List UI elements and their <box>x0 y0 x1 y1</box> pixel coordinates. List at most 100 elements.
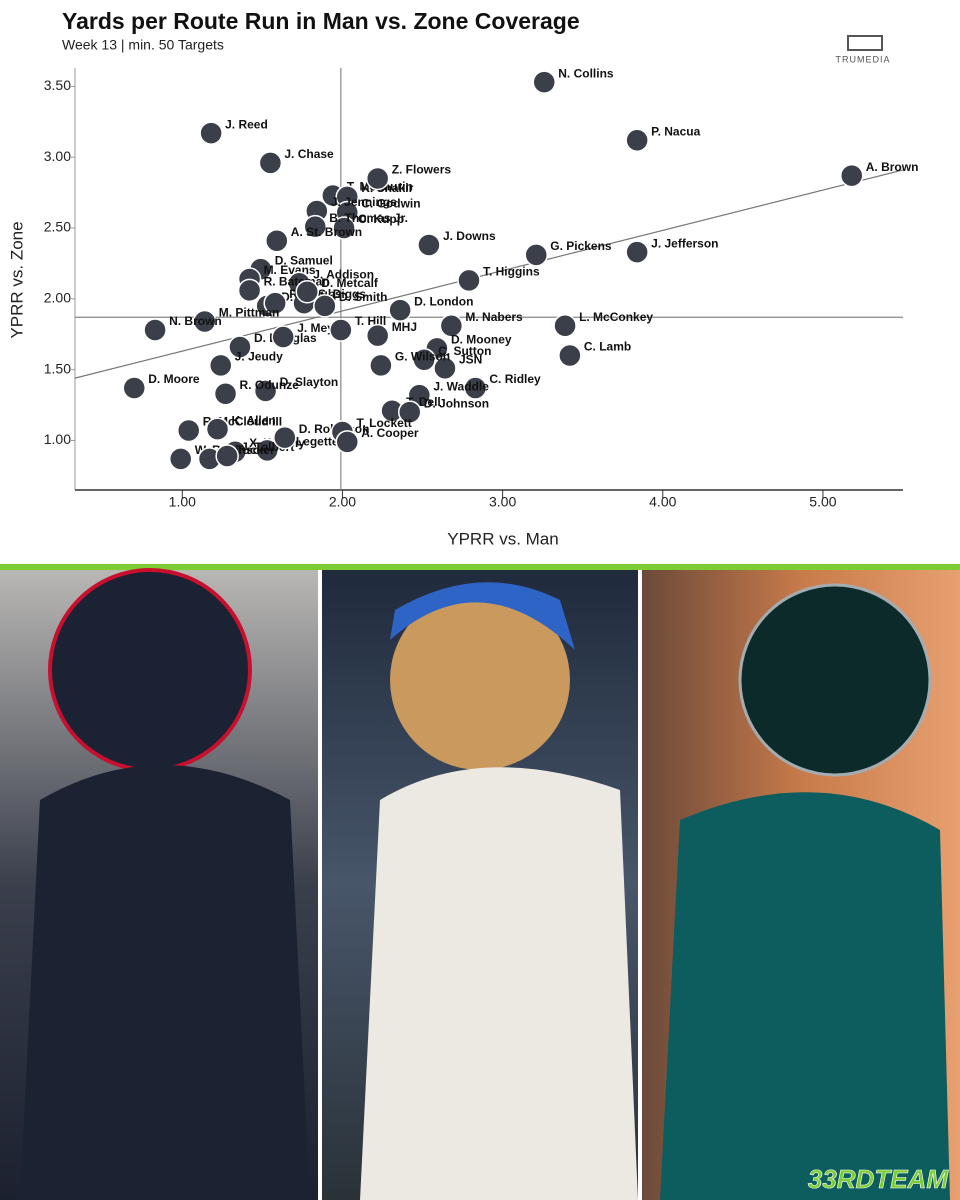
player-point <box>265 229 289 253</box>
player-label: J. Downs <box>443 229 496 243</box>
plot-area: 1.00 2.00 3.00 4.00 5.00 1.00 1.50 2.00 2.50 3.00… <box>44 66 919 509</box>
player-label: A. St. Brown <box>291 225 362 239</box>
player-label: J. Waddle <box>433 379 489 393</box>
player-label: K. Allen <box>232 413 276 427</box>
player-label: C. Godwin <box>361 197 420 211</box>
player-point <box>332 216 356 240</box>
player-label: A. Brown <box>866 160 919 174</box>
player-label: T. Higgins <box>483 265 540 279</box>
player-label: M. Pittman <box>219 306 280 320</box>
player-point <box>365 323 390 348</box>
player-point <box>524 243 548 267</box>
helmet <box>390 582 575 650</box>
x-tick-label: 1.00 <box>169 494 196 510</box>
player-point <box>258 151 283 175</box>
player-point <box>228 335 252 359</box>
player-label: D. Slayton <box>280 375 339 389</box>
jersey <box>660 792 950 1200</box>
player-label: D. Mooney <box>451 333 512 347</box>
helmet <box>48 568 252 772</box>
player-label: D. Metcalf <box>321 276 379 290</box>
player-point <box>273 425 297 450</box>
player-label: C. Kupp <box>358 212 404 226</box>
player-point <box>237 278 262 303</box>
jersey <box>360 767 638 1200</box>
player-point <box>553 313 577 338</box>
player-point <box>335 430 360 454</box>
player-point <box>313 294 337 318</box>
source-logo-mark <box>847 35 883 51</box>
player-label: G. Pickens <box>550 239 612 253</box>
source-logo: TRUMEDIA <box>836 54 891 64</box>
player-label: D. Moore <box>148 372 200 386</box>
player-point <box>303 214 327 239</box>
player-point <box>412 347 436 372</box>
player-label: J. Chase <box>284 147 334 161</box>
player-label: D. Johnson <box>424 396 489 410</box>
player-label: J. Addison <box>313 267 374 281</box>
player-label: J. Jennings <box>331 195 397 209</box>
y-tick-label: 1.50 <box>44 360 71 376</box>
player-label: R. Odunze <box>240 378 300 392</box>
x-tick-label: 5.00 <box>809 494 836 510</box>
photo-panels <box>0 568 960 1200</box>
player-label: C. Lamb <box>584 340 631 354</box>
separator <box>0 564 960 570</box>
x-tick-label: 3.00 <box>489 494 516 510</box>
jersey <box>20 765 310 1200</box>
face <box>390 590 570 770</box>
x-axis-label: YPRR vs. Man <box>447 529 558 548</box>
player-point <box>840 163 864 188</box>
player-point <box>365 166 390 191</box>
player-point <box>439 313 464 338</box>
player-point <box>457 268 481 293</box>
trend-line <box>74 169 904 379</box>
player-point <box>255 438 279 463</box>
player-label: A. Cooper <box>361 426 419 440</box>
player-point <box>329 318 353 342</box>
player-point <box>176 418 201 443</box>
player-point <box>199 121 223 145</box>
player-point <box>417 233 441 257</box>
jersey-number-art <box>150 914 180 1082</box>
player-point <box>625 240 649 264</box>
player-point <box>263 291 287 315</box>
player-label: J. Reed <box>225 117 268 131</box>
player-point <box>208 353 233 378</box>
publisher-logo: 33RDTEAM <box>808 1164 949 1194</box>
player-point <box>143 318 167 342</box>
player-point <box>625 128 649 152</box>
chart-subtitle: Week 13 | min. 50 Targets <box>62 37 224 53</box>
player-label: G. Wilson <box>395 350 450 364</box>
player-point <box>388 298 412 322</box>
player-label: N. Brown <box>169 314 222 328</box>
player-point <box>192 309 217 334</box>
player-point <box>295 279 319 304</box>
y-axis-label: YPRR vs. Zone <box>7 221 26 338</box>
player-label: J. Jeudy <box>235 350 283 364</box>
player-label: JSN <box>459 352 482 366</box>
player-label: L. McConkey <box>579 310 653 324</box>
y-tick-label: 1.00 <box>44 431 71 447</box>
player-label: C. Ridley <box>489 372 541 386</box>
y-tick-label: 3.00 <box>44 148 71 164</box>
player-point <box>433 356 457 380</box>
player-point <box>397 400 422 424</box>
player-point <box>369 353 393 378</box>
player-label: B. Thomas Jr. <box>329 211 408 225</box>
y-tick-label: 2.00 <box>44 290 71 306</box>
x-tick-label: 4.00 <box>649 494 676 510</box>
helmet <box>738 583 932 777</box>
player-label: P. Nacua <box>651 124 700 138</box>
y-tick-label: 3.50 <box>44 77 71 93</box>
player-point <box>271 325 295 349</box>
player-label: D. Samuel <box>275 253 333 267</box>
player-point <box>213 381 238 406</box>
player-label: MHJ <box>392 320 417 334</box>
x-tick-label: 2.00 <box>329 494 356 510</box>
player-point <box>532 70 557 94</box>
player-label: Z. Flowers <box>392 163 452 177</box>
player-point <box>253 379 278 403</box>
